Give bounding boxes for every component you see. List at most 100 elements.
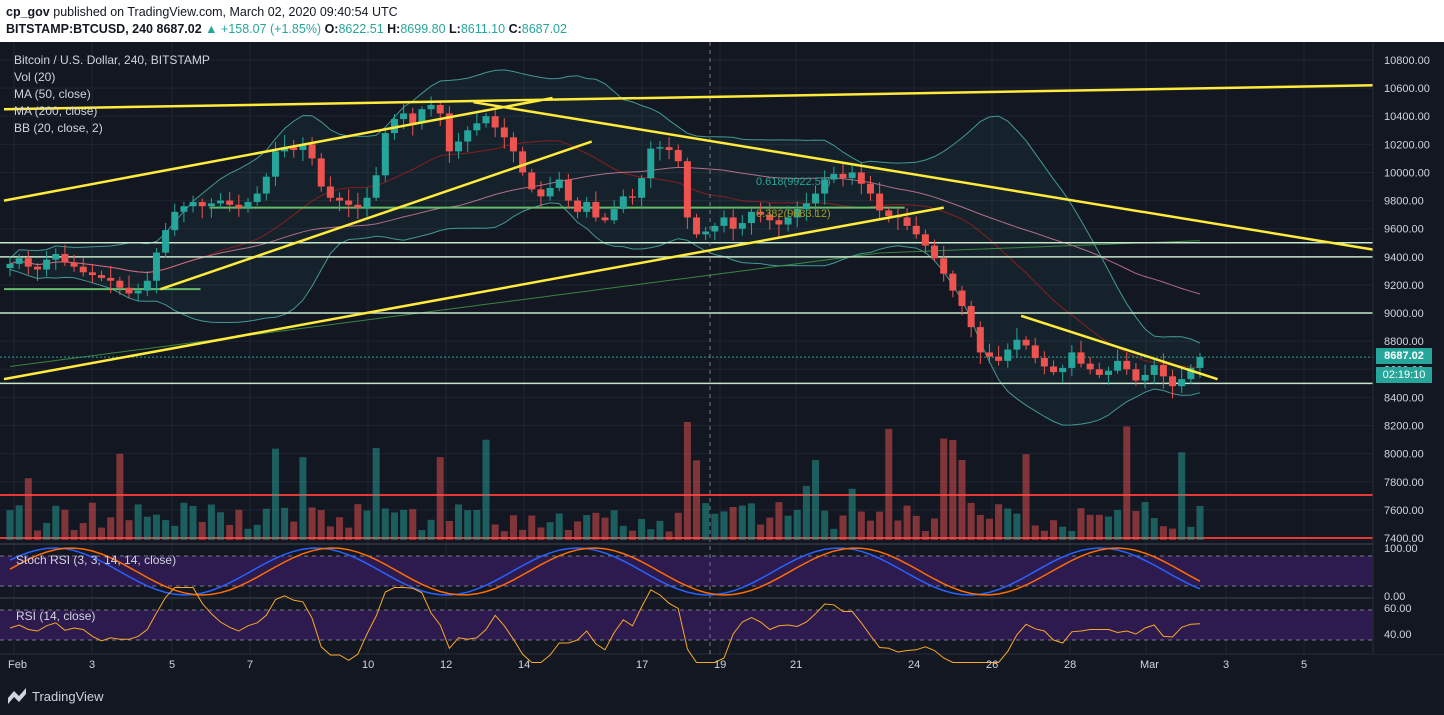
publisher-name[interactable]: cp_gov [6, 5, 50, 19]
volume-bar [1150, 518, 1158, 540]
volume-bar [1123, 426, 1131, 540]
candle-body [848, 172, 856, 179]
volume-bar [711, 513, 719, 540]
price-tick-label: 10800.00 [1384, 55, 1430, 67]
volume-bar [583, 515, 591, 540]
open-label: O: [324, 22, 339, 36]
candle-body [372, 175, 380, 198]
volume-bar [693, 460, 701, 540]
volume-bar [976, 514, 984, 540]
price-tick-label: 8000.00 [1384, 449, 1424, 461]
candle-body [949, 273, 957, 291]
legend-vol[interactable]: Vol (20) [14, 70, 56, 84]
close-value: 8687.02 [521, 22, 567, 36]
tradingview-logo[interactable]: TradingView [8, 688, 104, 704]
candle-body [400, 113, 408, 120]
volume-bar [647, 529, 655, 540]
candle-body [619, 196, 627, 210]
candle-body [482, 116, 490, 124]
candle-body [1132, 369, 1140, 381]
volume-bar [180, 502, 188, 540]
time-axis[interactable]: Feb 3 5 7 10 12 14 17 19 21 24 26 28 Mar 3 5 [8, 659, 1307, 671]
candle-body [198, 201, 206, 207]
rsi-label[interactable]: RSI (14, close) [16, 609, 96, 623]
volume-bar [464, 510, 472, 540]
volume-bar [198, 521, 206, 540]
price-tick-label: 10600.00 [1384, 83, 1430, 95]
candle-body [308, 144, 316, 159]
volume-bar [1022, 454, 1030, 540]
candle-body [418, 109, 426, 124]
trendline [3, 206, 944, 381]
candle-body [528, 172, 536, 190]
volume-bar [555, 513, 563, 540]
chart-canvas[interactable]: 10800.00 10600.00 10400.00 10200.00 10000.00… [0, 42, 1444, 715]
tradingview-logo-text: TradingView [32, 689, 104, 704]
candle-body [52, 254, 60, 260]
date-tick-label: 26 [986, 659, 998, 671]
candle-body [1196, 357, 1204, 368]
candle-body [839, 173, 847, 179]
legend-title[interactable]: Bitcoin / U.S. Dollar, 240, BITSTAMP [14, 53, 210, 67]
candle-body [555, 179, 563, 188]
volume-bar [674, 512, 682, 540]
price-tick-label: 8400.00 [1384, 392, 1424, 404]
volume-bar [217, 512, 225, 540]
volume-bar [876, 511, 884, 540]
rsi-line [9, 587, 1201, 663]
trendline [3, 84, 1375, 111]
volume-bar [574, 521, 582, 540]
open-value: 8622.51 [338, 22, 384, 36]
candle-body [180, 206, 188, 212]
date-tick-label: 7 [247, 659, 253, 671]
candle-body [638, 178, 646, 198]
volume-bar [262, 508, 270, 540]
candle-body [537, 189, 545, 197]
candle-body [253, 193, 261, 202]
legend-bb[interactable]: BB (20, close, 2) [14, 121, 103, 135]
volume-bar [43, 522, 51, 540]
candle-body [1022, 339, 1030, 346]
volume-bar [61, 509, 69, 540]
date-tick-label: Mar [1140, 659, 1159, 671]
volume-bar [125, 520, 133, 540]
oscillator-bands [0, 543, 1444, 655]
candle-body [24, 258, 32, 267]
volume-bar [903, 505, 911, 540]
volume-bar [665, 531, 673, 540]
legend-ma50[interactable]: MA (50, close) [14, 87, 91, 101]
candle-body [326, 186, 334, 198]
candle-body [235, 204, 243, 208]
low-value: 8611.10 [460, 22, 506, 36]
candle-body [15, 258, 23, 264]
price-tick-label: 10400.00 [1384, 111, 1430, 123]
date-tick-label: 17 [636, 659, 648, 671]
candle-body [702, 231, 710, 235]
candle-body [647, 148, 655, 179]
candle-body [381, 133, 389, 176]
candle-body [70, 262, 78, 267]
volume-bar [995, 504, 1003, 540]
date-tick-label: 19 [714, 659, 726, 671]
candle-body [583, 201, 591, 212]
stoch-rsi-label[interactable]: Stoch RSI (3, 3, 14, 14, close) [16, 553, 177, 567]
candle-body [958, 290, 966, 307]
candle-body [985, 352, 993, 357]
trendlines[interactable] [3, 84, 1375, 381]
volume-bar [400, 509, 408, 540]
stoch-k-line [9, 547, 1201, 596]
candle-body [1123, 360, 1131, 370]
volume-bar [436, 457, 444, 540]
volume-bar [985, 518, 993, 540]
candle-body [747, 211, 755, 224]
symbol-label: BITSTAMP:BTCUSD, 240 [6, 22, 154, 36]
candle-body [244, 201, 252, 208]
candle-body [390, 119, 398, 134]
volume-bar [1159, 526, 1167, 540]
candle-body [656, 147, 664, 149]
volume-bar [656, 520, 664, 540]
candle-body [610, 209, 618, 221]
legend-ma200[interactable]: MA (200, close) [14, 104, 98, 118]
candle-body [812, 193, 820, 204]
date-tick-label: 12 [440, 659, 452, 671]
